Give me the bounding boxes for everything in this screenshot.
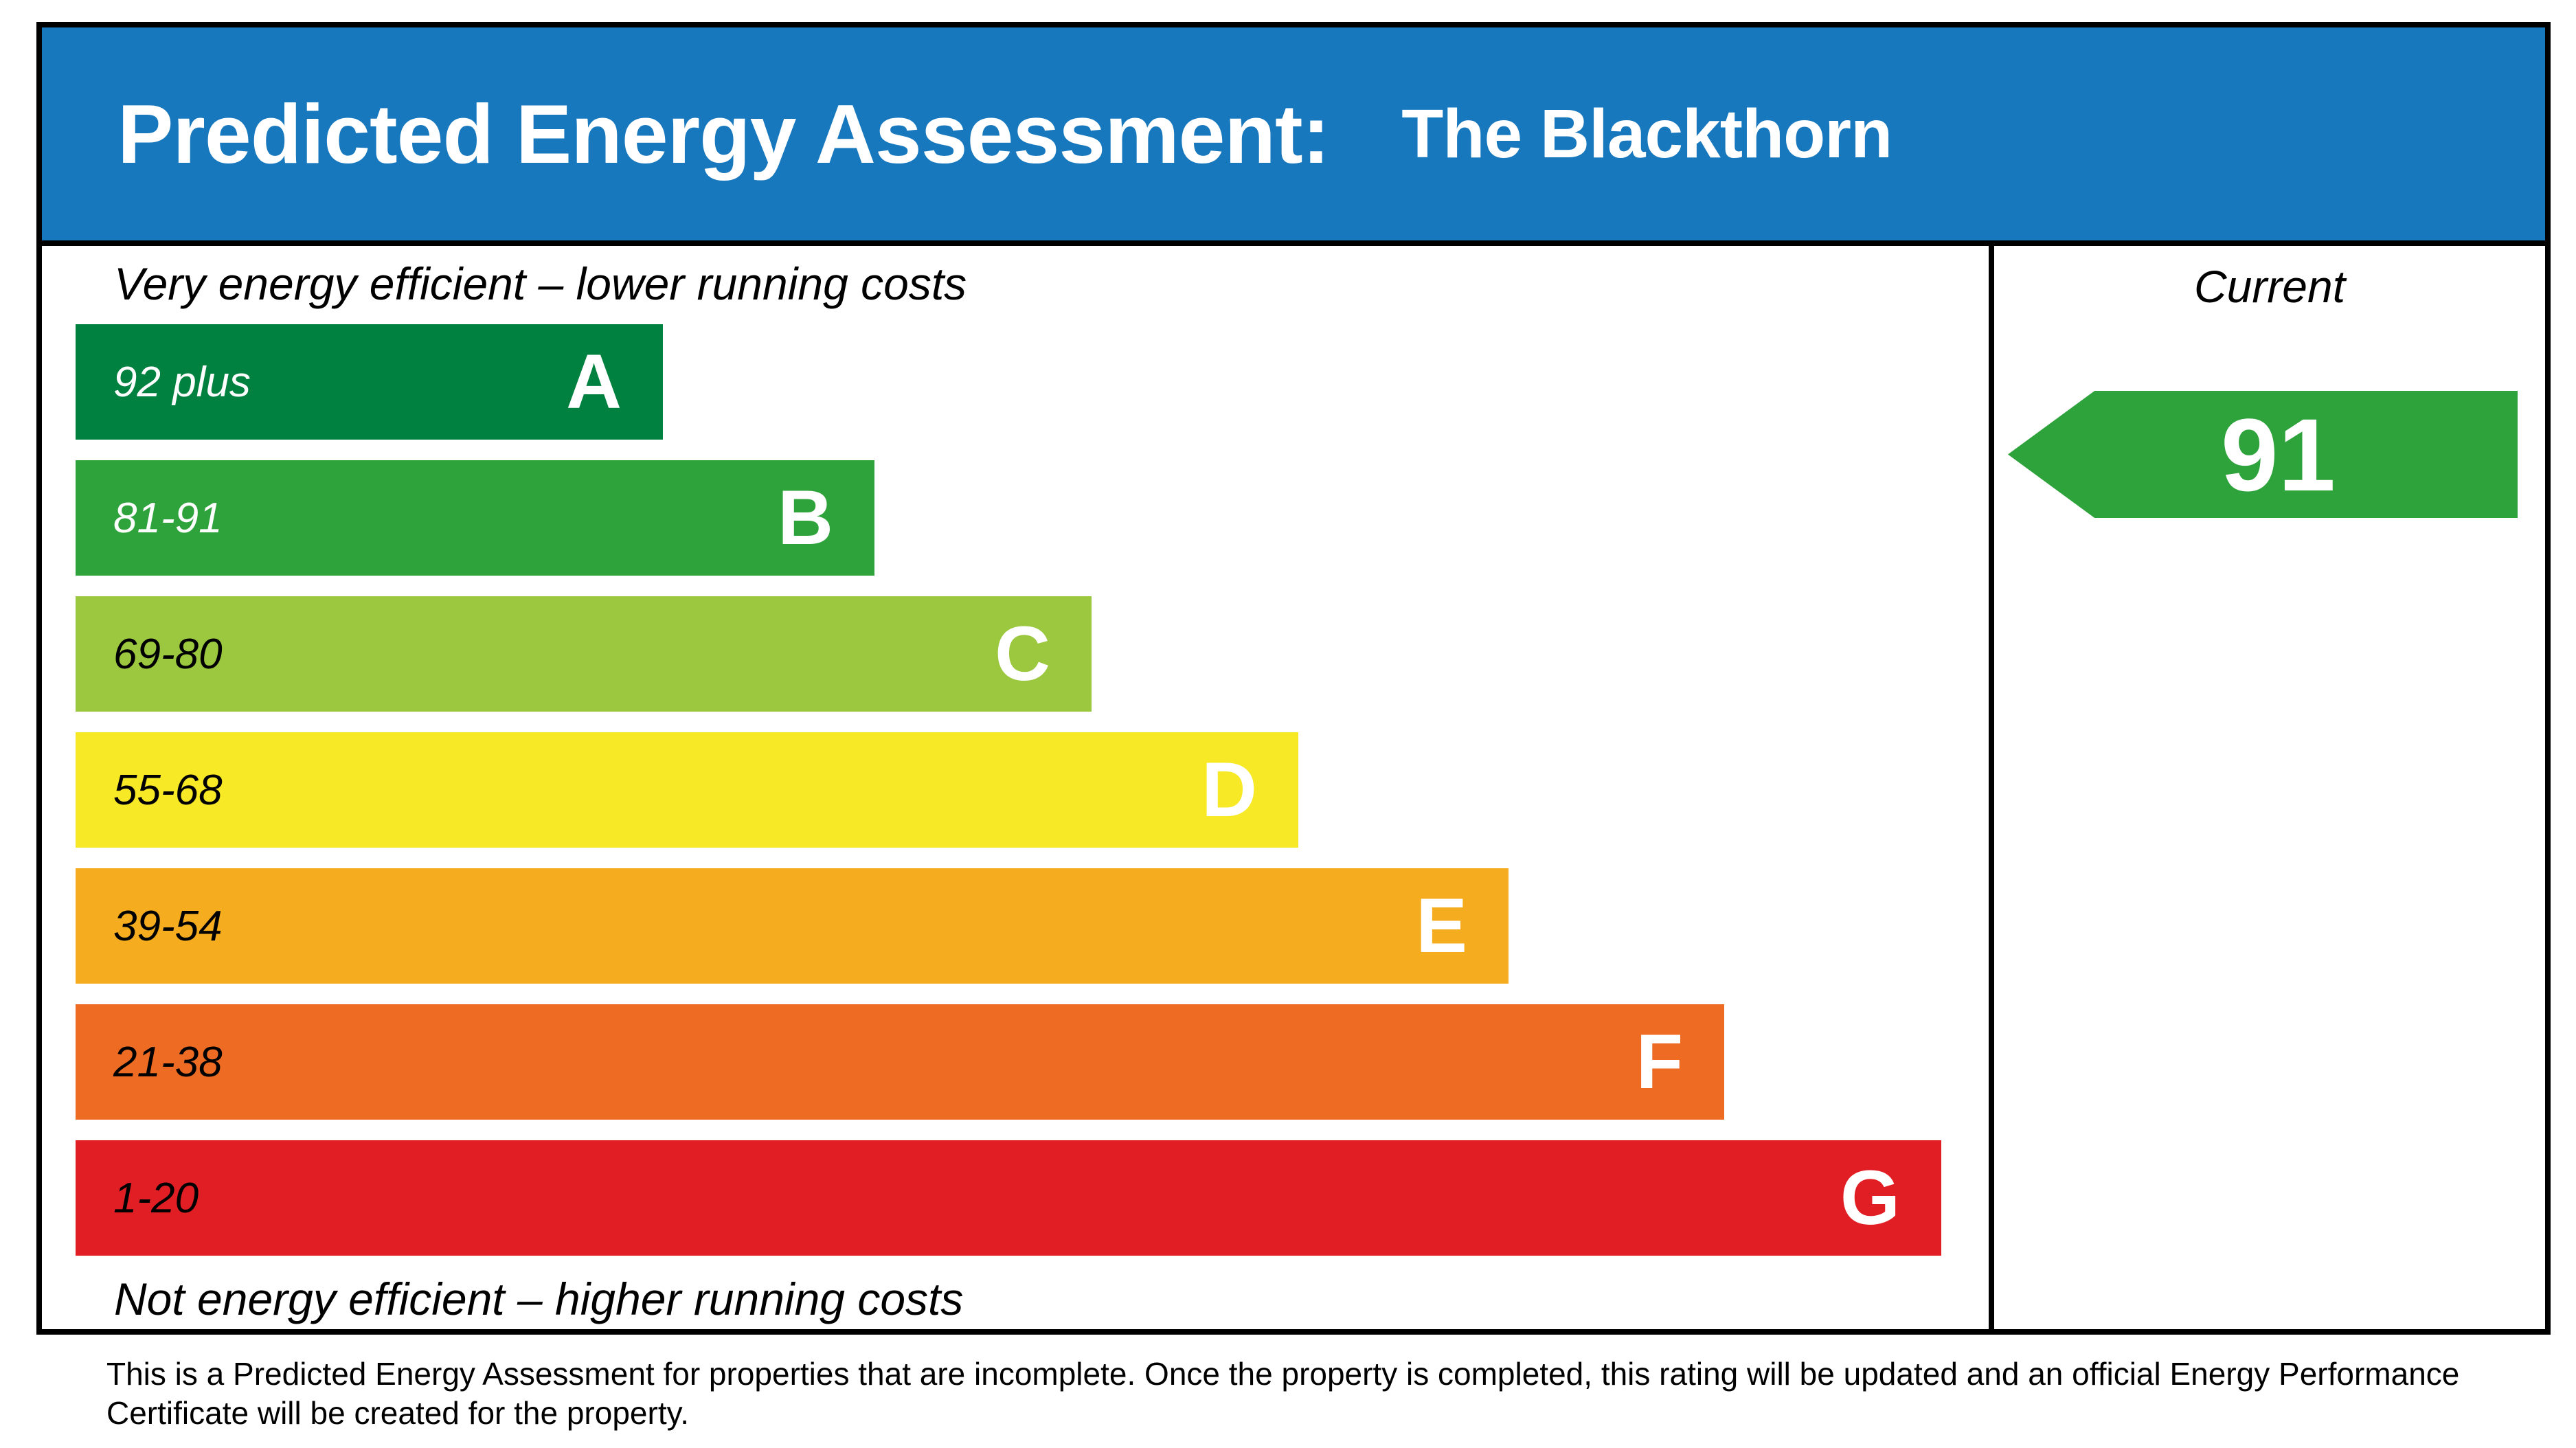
band-letter: A (566, 339, 622, 425)
rating-scale-column: Very energy efficient – lower running co… (42, 246, 1989, 1329)
band-bar-c: 69-80 C (76, 596, 1092, 712)
band-letter: G (1840, 1155, 1900, 1241)
band-range-label: 39-54 (113, 902, 223, 950)
footer-note-line-2: Certificate will be created for the prop… (106, 1395, 689, 1431)
band-row-e: 39-54 E (76, 868, 1989, 984)
band-row-b: 81-91 B (76, 460, 1989, 576)
footer-note-line-1: This is a Predicted Energy Assessment fo… (106, 1356, 2460, 1392)
band-range-label: 21-38 (113, 1038, 223, 1086)
band-row-f: 21-38 F (76, 1004, 1989, 1120)
current-rating-column: Current 91 (1994, 246, 2545, 1329)
rating-chart-area: Very energy efficient – lower running co… (42, 246, 2545, 1329)
property-name: The Blackthorn (1401, 95, 1893, 172)
current-column-heading: Current (2193, 261, 2346, 312)
band-letter: E (1416, 883, 1467, 969)
page-title: Predicted Energy Assessment: (117, 87, 1330, 181)
band-letter: C (995, 611, 1050, 697)
band-letter: B (778, 475, 833, 561)
band-bar-a: 92 plus A (76, 324, 663, 440)
band-bar-g: 1-20 G (76, 1140, 1941, 1256)
column-divider (1989, 246, 1994, 1329)
caption-very-efficient: Very energy efficient – lower running co… (114, 258, 967, 309)
band-row-d: 55-68 D (76, 732, 1989, 848)
current-rating-arrow: 91 (2008, 391, 2518, 518)
current-rating-value: 91 (2221, 396, 2336, 512)
header-bar: Predicted Energy Assessment: The Blackth… (42, 27, 2545, 246)
band-bar-b: 81-91 B (76, 460, 874, 576)
band-row-c: 69-80 C (76, 596, 1989, 712)
band-range-label: 92 plus (113, 358, 251, 406)
band-bar-d: 55-68 D (76, 732, 1298, 848)
band-bar-f: 21-38 F (76, 1004, 1724, 1120)
band-range-label: 81-91 (113, 494, 223, 542)
band-letter: F (1636, 1019, 1683, 1105)
footer-note: This is a Predicted Energy Assessment fo… (106, 1355, 2524, 1433)
band-row-g: 1-20 G (76, 1140, 1989, 1256)
band-range-label: 1-20 (113, 1174, 199, 1222)
epc-card: Predicted Energy Assessment: The Blackth… (36, 22, 2551, 1335)
caption-not-efficient: Not energy efficient – higher running co… (114, 1274, 964, 1324)
band-letter: D (1201, 747, 1257, 833)
band-range-label: 69-80 (113, 630, 223, 678)
band-bar-e: 39-54 E (76, 868, 1509, 984)
rating-bands: 92 plus A 81-91 B 69-80 C 55-68 D 39-54 E 21-38 F 1-… (76, 324, 1989, 1256)
band-row-a: 92 plus A (76, 324, 1989, 440)
band-range-label: 55-68 (113, 766, 223, 814)
